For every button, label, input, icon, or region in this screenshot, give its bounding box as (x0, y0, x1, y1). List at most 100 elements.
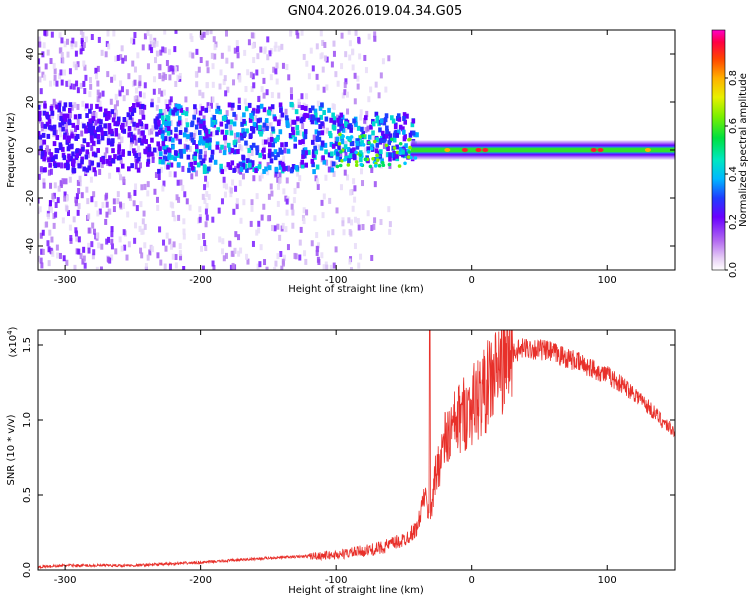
y-tick-label: 1.5 (22, 337, 33, 353)
heatmap-cell (360, 126, 364, 132)
heatmap-cell (152, 41, 156, 48)
heatmap-cell (364, 67, 368, 74)
heatmap-cell (99, 119, 103, 125)
heatmap-cell (401, 152, 405, 158)
heatmap-cell (90, 160, 95, 166)
heatmap-cell (66, 137, 71, 143)
heatmap-cell (135, 95, 139, 102)
heatmap-cell (78, 148, 82, 154)
heatmap-cell (61, 146, 65, 152)
heatmap-cell (243, 49, 247, 56)
heatmap-cell (224, 123, 229, 129)
heatmap-cell (87, 165, 92, 171)
heatmap-cell (122, 176, 126, 183)
heatmap-cell (219, 69, 223, 76)
heatmap-cell (369, 86, 373, 93)
heatmap-cell (379, 219, 383, 226)
heatmap-cell (146, 161, 150, 167)
heatmap-cell (38, 197, 40, 204)
ridge-speck (348, 137, 352, 142)
heatmap-cell (167, 152, 172, 158)
heatmap-cell (135, 99, 139, 106)
heatmap-cell (207, 193, 211, 200)
heatmap-cell (339, 118, 343, 124)
heatmap-cell (118, 90, 122, 97)
heatmap-cell (280, 112, 285, 118)
heatmap-cell (77, 236, 81, 243)
heatmap-cell (335, 154, 340, 160)
heatmap-cell (344, 155, 348, 161)
heatmap-cell (345, 91, 349, 98)
heatmap-cell (68, 176, 72, 183)
heatmap-cell (95, 266, 99, 270)
heatmap-cell (356, 83, 360, 90)
heatmap-cell (110, 231, 114, 238)
heatmap-cell (46, 213, 50, 220)
heatmap-cell (252, 82, 256, 89)
heatmap-cell (265, 125, 269, 131)
heatmap-cell (72, 83, 76, 90)
heatmap-cell (96, 210, 100, 217)
heatmap-cell (39, 257, 43, 264)
heatmap-cell (278, 147, 283, 153)
heatmap-cell (286, 148, 291, 154)
heatmap-cell (388, 228, 392, 235)
heatmap-cell (300, 163, 305, 169)
heatmap-cell (86, 121, 91, 127)
heatmap-cell (343, 82, 347, 89)
heatmap-cell (59, 69, 63, 76)
heatmap-cell (168, 238, 172, 245)
heatmap-cell (154, 57, 158, 64)
heatmap-cell (106, 110, 111, 116)
heatmap-cell (247, 102, 252, 108)
heatmap-cell (367, 134, 372, 140)
heatmap-cell (204, 208, 208, 215)
heatmap-cell (230, 148, 235, 154)
heatmap-cell (92, 191, 96, 198)
heatmap-cell (285, 120, 290, 126)
heatmap-cell (87, 152, 91, 159)
heatmap-cell (120, 136, 124, 143)
heatmap-cell (211, 81, 215, 88)
heatmap-cell (146, 190, 150, 197)
heatmap-cell (275, 78, 279, 85)
heatmap-cell (329, 141, 334, 147)
heatmap-cell (41, 71, 45, 78)
heatmap-cell (269, 183, 273, 190)
heatmap-cell (234, 114, 238, 121)
heatmap-cell (38, 173, 41, 180)
heatmap-cell (302, 218, 306, 225)
heatmap-cell (163, 136, 168, 142)
heatmap-cell (47, 124, 52, 130)
heatmap-cell (357, 224, 361, 231)
heatmap-cell (320, 199, 324, 206)
heatmap-cell (315, 135, 320, 141)
heatmap-cell (246, 258, 250, 265)
heatmap-cell (189, 158, 193, 165)
heatmap-cell (61, 57, 65, 64)
heatmap-cell (233, 132, 237, 139)
heatmap-cell (321, 212, 325, 219)
ridge-peak (461, 148, 468, 152)
heatmap-cell (105, 238, 109, 245)
heatmap-cell (108, 129, 112, 135)
heatmap-cell (78, 180, 82, 187)
heatmap-cell (206, 166, 211, 172)
heatmap-cell (39, 88, 43, 95)
heatmap-cell (78, 175, 82, 182)
heatmap-cell (146, 159, 151, 165)
heatmap-cell (164, 163, 168, 170)
heatmap-cell (57, 185, 61, 192)
heatmap-cell (245, 128, 249, 134)
heatmap-cell (316, 100, 320, 107)
heatmap-cell (226, 162, 231, 168)
heatmap-cell (175, 65, 179, 72)
heatmap-cell (337, 145, 341, 151)
y-tick-label: 40 (25, 48, 36, 61)
y-tick-label: -20 (25, 190, 36, 206)
heatmap-cell (199, 103, 203, 110)
heatmap-cell (42, 139, 47, 145)
heatmap-cell (392, 155, 396, 161)
heatmap-cell (268, 148, 272, 154)
